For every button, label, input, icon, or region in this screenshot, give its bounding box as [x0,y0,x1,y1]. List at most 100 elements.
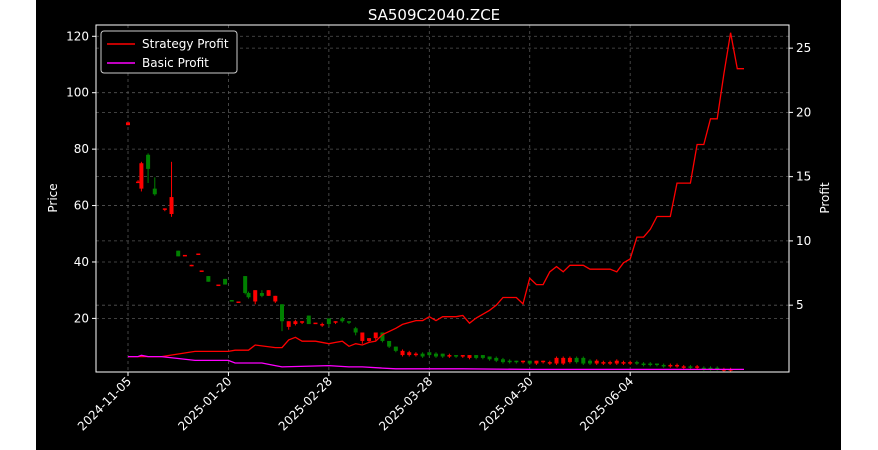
candle-body [293,321,298,325]
candle-body [654,363,659,366]
candle-body [628,362,633,364]
candle-body [229,300,234,302]
candle-body [534,360,539,364]
candle-body [176,250,181,257]
candle-body [196,253,201,256]
candle-body [641,363,646,366]
candle-body [708,367,713,370]
candle-body [460,355,465,357]
candle-body [434,353,438,357]
candle-body [494,357,499,361]
candle-body [454,355,459,357]
candle-body [507,360,512,363]
y-tick-label: 80 [74,142,89,156]
figure: SA509C2040.ZCE 20 40 60 80 100 120 5 10 15 20 25 … [36,0,841,450]
candle-body [648,363,653,366]
candle-body [367,338,372,341]
grid [96,25,789,372]
candle-body [467,355,472,358]
y2-axis-label: Profit [818,182,832,214]
x-axis: 2024-11-05 2025-01-20 2025-02-28 2025-03-28… [75,372,636,433]
candle-body [608,362,613,364]
candle-body [162,208,167,210]
candle-body [427,352,432,356]
candle-body [273,295,278,302]
candle-body [681,366,686,368]
candle-body [440,353,445,357]
candle-body [223,278,228,285]
candle-body [146,154,151,169]
candle-body [313,322,318,325]
candle-body [353,328,358,333]
candle-body [326,318,331,325]
x-tick-label: 2024-11-05 [75,374,134,433]
x-tick-label: 2025-04-30 [477,374,536,433]
candle-body [136,181,141,184]
candle-body [527,360,532,364]
x-tick-label: 2025-03-28 [376,374,435,433]
candle-body [393,346,398,351]
candle-body [547,362,552,364]
candle-body [621,362,626,364]
candle-body [246,293,251,298]
candle-body [407,352,412,356]
y2-tick-label: 15 [796,170,811,184]
candle-body [139,163,144,189]
candle-body [500,359,505,363]
candle-body [668,364,673,367]
candle-body [701,367,706,370]
candle-body [346,321,351,323]
x-tick-label: 2025-02-28 [276,374,335,433]
series-line-strategy-profit [128,32,744,358]
candle-body [189,264,194,267]
y-axis-label: Price [46,183,60,212]
y-tick-label: 120 [66,29,89,43]
candle-body [614,360,619,364]
candle-body [541,360,546,363]
candle-body [206,276,211,282]
candle-body [300,321,305,323]
candle-body [243,276,248,294]
candle-body [514,360,519,363]
candle-body [561,357,566,364]
candle-body [420,353,425,357]
candle-body [182,254,187,257]
candle-body [360,332,365,341]
candle-body [253,290,258,302]
candle-body [320,324,325,326]
y2-tick-label: 20 [796,105,811,119]
candle-body [199,270,204,272]
y-axis-left: 20 40 60 80 100 120 [66,29,96,325]
candle-body [487,356,492,360]
series-line-basic-profit [128,354,744,371]
y-tick-label: 60 [74,199,89,213]
y2-tick-label: 10 [796,234,811,248]
candle-body [634,362,639,364]
y-tick-label: 40 [74,255,89,269]
y-tick-label: 100 [66,86,89,100]
candle-body [715,367,720,370]
candle-body [266,290,271,296]
chart-title: SA509C2040.ZCE [368,6,500,24]
candle-body [688,366,693,368]
candle-body [567,357,572,363]
profit-lines [128,32,744,371]
candle-body [601,362,606,364]
candle-body [581,357,586,364]
candle-body [216,284,221,287]
legend-label-basic: Basic Profit [142,56,209,70]
candle-body [675,364,680,367]
candle-body [152,188,157,195]
x-tick-label: 2025-06-04 [577,374,636,433]
candle-body [340,318,345,322]
y-tick-label: 20 [74,311,89,325]
candle-body [474,355,479,358]
legend-label-strategy: Strategy Profit [142,37,229,51]
candle-body [306,315,311,325]
candle-body [574,357,579,363]
candle-body [594,360,599,364]
candle-body [236,301,241,303]
candle-body [126,122,130,126]
x-tick-label: 2025-01-20 [175,374,234,433]
